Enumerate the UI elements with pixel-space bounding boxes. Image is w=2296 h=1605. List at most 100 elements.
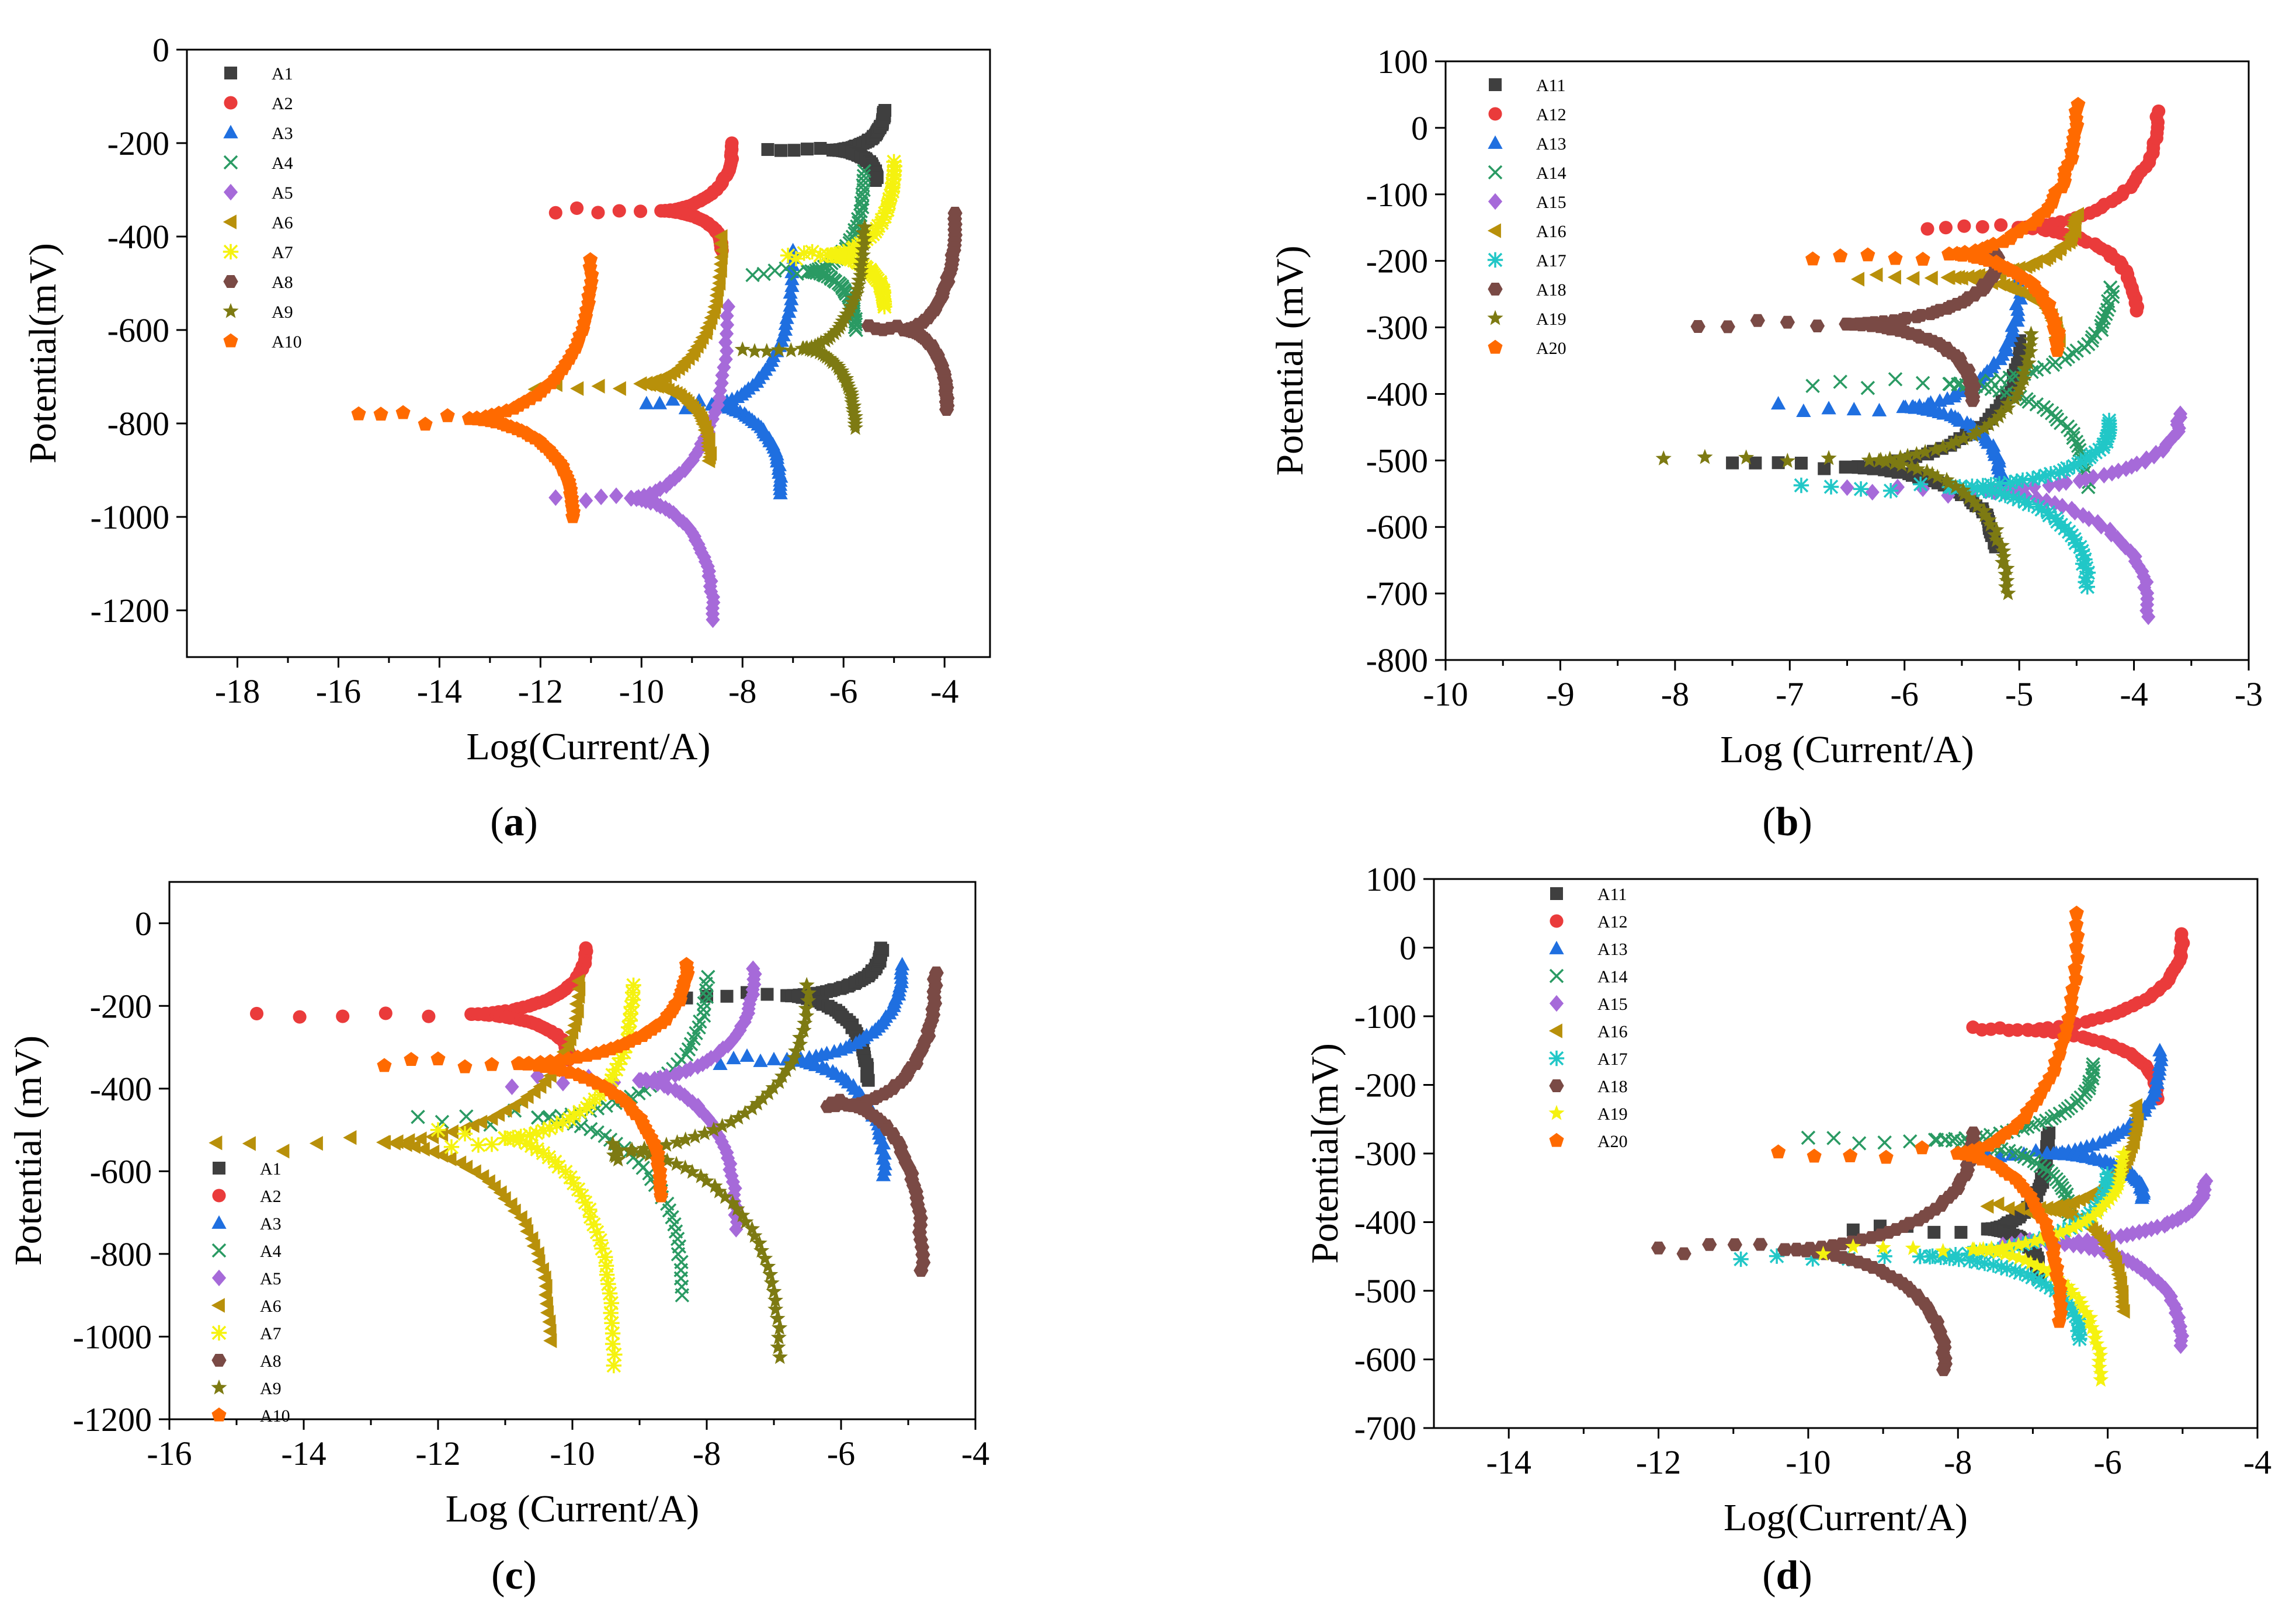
data-point bbox=[850, 276, 867, 292]
data-point bbox=[474, 1114, 488, 1130]
y-tick-label: -600 bbox=[1354, 1341, 1416, 1379]
data-point bbox=[813, 334, 829, 350]
legend-marker bbox=[211, 1354, 227, 1367]
data-point bbox=[780, 248, 796, 263]
data-point bbox=[1818, 462, 1831, 475]
data-point bbox=[1986, 412, 2003, 428]
data-point bbox=[734, 1207, 751, 1222]
data-point bbox=[457, 1125, 473, 1142]
legend-label: A19 bbox=[1597, 1104, 1628, 1124]
data-point bbox=[788, 251, 804, 267]
legend-marker bbox=[213, 1162, 225, 1175]
data-point bbox=[2069, 343, 2084, 358]
y-tick-label: 0 bbox=[152, 31, 169, 69]
y-tick-label: -400 bbox=[107, 218, 169, 256]
series-A9 bbox=[734, 218, 873, 435]
data-point bbox=[814, 142, 827, 155]
data-point bbox=[2048, 409, 2063, 424]
data-point bbox=[1927, 1225, 1941, 1239]
data-point bbox=[2093, 1371, 2109, 1387]
data-point bbox=[249, 1006, 264, 1021]
data-point bbox=[377, 1058, 392, 1072]
data-point bbox=[2083, 1319, 2100, 1335]
data-point bbox=[1964, 478, 1980, 494]
data-point bbox=[2099, 307, 2113, 321]
data-points bbox=[209, 941, 944, 1374]
data-point bbox=[579, 941, 593, 955]
data-point bbox=[652, 395, 668, 409]
series-A18 bbox=[1651, 1126, 1981, 1377]
data-point bbox=[1991, 476, 2007, 492]
data-point bbox=[1924, 270, 1938, 286]
data-point bbox=[570, 381, 584, 396]
data-point bbox=[543, 1333, 557, 1349]
data-point bbox=[825, 354, 841, 370]
data-point bbox=[2175, 927, 2189, 941]
legend-marker bbox=[1488, 165, 1503, 180]
series-A7 bbox=[430, 977, 641, 1374]
series-A20 bbox=[1805, 96, 2086, 357]
data-point bbox=[835, 367, 852, 383]
legend: A11 A12 A13 A14 A15 A16 A17 A18 A19 A20 bbox=[1548, 885, 1628, 1151]
data-point bbox=[2100, 1170, 2117, 1186]
data-point bbox=[571, 974, 585, 989]
legend-marker bbox=[211, 1407, 227, 1422]
data-point bbox=[1878, 1149, 1894, 1164]
data-point bbox=[1771, 1144, 1786, 1159]
data-point bbox=[720, 1149, 735, 1167]
data-point bbox=[1936, 1363, 1951, 1377]
data-point bbox=[1993, 1259, 2009, 1275]
data-point bbox=[610, 1056, 627, 1072]
x-axis-label: Log (Current/A) bbox=[1720, 728, 1974, 771]
series-A3 bbox=[639, 242, 801, 499]
data-point bbox=[2005, 489, 2021, 505]
data-point bbox=[520, 1057, 535, 1071]
data-point bbox=[1984, 484, 2000, 500]
data-point bbox=[1966, 1020, 1980, 1034]
y-tick-label: -500 bbox=[1366, 442, 1428, 480]
legend-marker bbox=[1487, 310, 1503, 325]
x-tick-label: -5 bbox=[2005, 675, 2033, 713]
data-point bbox=[1690, 320, 1705, 333]
data-point bbox=[2069, 917, 2084, 932]
data-point bbox=[2071, 96, 2086, 111]
data-point bbox=[2059, 460, 2075, 476]
legend-marker bbox=[1548, 1050, 1565, 1066]
data-point bbox=[1998, 578, 2014, 594]
data-point bbox=[505, 1131, 521, 1147]
data-point bbox=[1850, 272, 1865, 287]
data-point bbox=[720, 316, 735, 333]
data-point bbox=[2152, 1043, 2168, 1057]
data-point bbox=[608, 1062, 624, 1078]
x-tick-label: -6 bbox=[1891, 675, 1919, 713]
y-tick-label: -700 bbox=[1366, 575, 1428, 613]
panel-a: -18 -16 -14 -12 -10 -8 -6 -4 0 -200 -400 -600 -800 -1… bbox=[22, 31, 991, 845]
data-point bbox=[555, 1075, 570, 1092]
x-tick-label: -6 bbox=[827, 1434, 855, 1472]
data-point bbox=[2028, 1143, 2044, 1157]
data-point bbox=[1809, 319, 1825, 333]
panel-d: -14 -12 -10 -8 -6 -4 100 0 -100 -200 -300 -400 -500 -… bbox=[1304, 860, 2271, 1598]
data-point bbox=[734, 341, 751, 357]
legend-marker bbox=[1489, 78, 1502, 91]
y-tick-label: -600 bbox=[1366, 508, 1428, 546]
x-tick-label: -14 bbox=[417, 672, 462, 710]
data-point bbox=[343, 1130, 357, 1145]
y-tick-label: -800 bbox=[107, 405, 169, 443]
x-tick-label: -6 bbox=[2093, 1443, 2121, 1481]
data-point bbox=[562, 1169, 578, 1186]
y-tick-label: -1000 bbox=[73, 1318, 152, 1356]
data-point bbox=[566, 1107, 582, 1124]
x-axis-label: Log(Current/A) bbox=[467, 725, 711, 768]
data-point bbox=[2071, 439, 2086, 453]
data-point bbox=[673, 1084, 687, 1102]
data-point bbox=[751, 1235, 767, 1250]
data-point bbox=[738, 1214, 754, 1229]
data-point bbox=[2099, 431, 2114, 447]
data-point bbox=[2079, 1211, 2096, 1227]
data-point bbox=[2048, 1203, 2062, 1218]
data-point bbox=[2059, 1278, 2076, 1294]
data-point bbox=[744, 1220, 760, 1236]
data-point bbox=[2009, 474, 2024, 489]
data-point bbox=[1947, 478, 1964, 494]
